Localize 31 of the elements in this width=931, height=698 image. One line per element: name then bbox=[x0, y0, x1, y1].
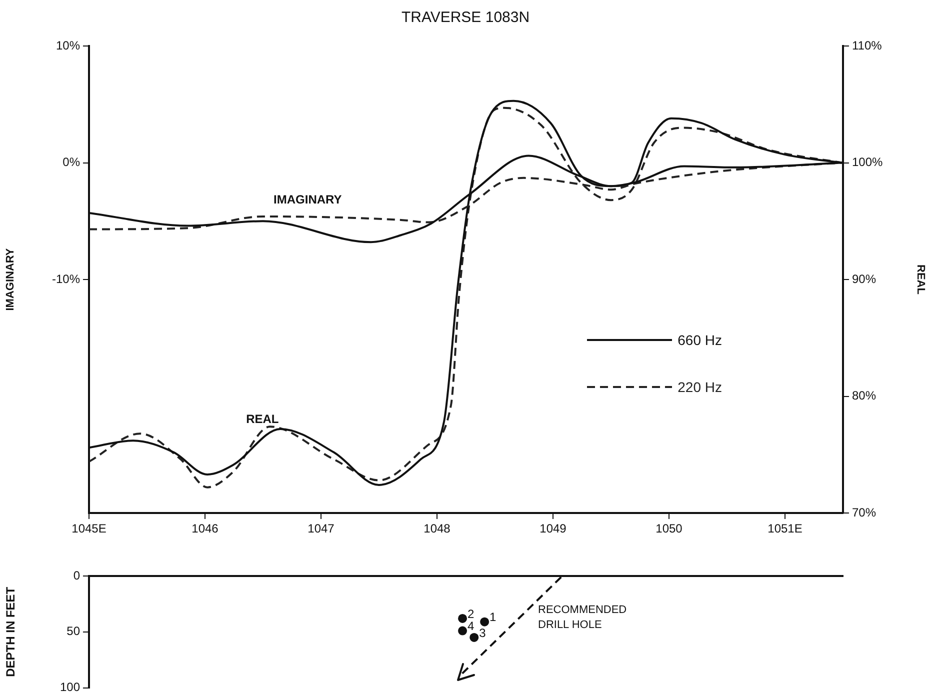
y2-axis-title: REAL bbox=[914, 264, 926, 295]
y2-tick-label: 70% bbox=[852, 505, 876, 520]
annotation: 4 bbox=[468, 619, 475, 634]
x-tick-label: 1049 bbox=[540, 522, 567, 536]
x-tick-label: 1051E bbox=[768, 522, 802, 536]
annotation: RECOMMENDED DRILL HOLE bbox=[538, 603, 628, 633]
y-tick-label: 0% bbox=[62, 155, 80, 170]
text: 220 Hz bbox=[678, 379, 722, 396]
y-tick-label: 50 bbox=[66, 624, 80, 638]
y-axis-title: DEPTH IN FEET bbox=[4, 586, 18, 677]
y-tick-label: 100 bbox=[60, 680, 80, 694]
y-axis-title: IMAGINARY bbox=[4, 248, 17, 311]
y-tick-label: -10% bbox=[52, 272, 80, 286]
annotation: REAL bbox=[246, 412, 279, 426]
chart-title: TRAVERSE 1083N bbox=[401, 9, 530, 26]
y2-tick-label: 80% bbox=[852, 388, 876, 403]
y-tick-label: 0 bbox=[73, 568, 80, 582]
y2-tick-label: 100% bbox=[852, 155, 884, 170]
x-tick-label: 1047 bbox=[308, 522, 335, 536]
x-tick-label: 1050 bbox=[656, 522, 683, 536]
x-tick-label: 1048 bbox=[424, 522, 451, 536]
annotation: 3 bbox=[479, 626, 486, 640]
y2-tick-label: 90% bbox=[852, 272, 876, 286]
y2-tick-label: 110% bbox=[852, 38, 882, 52]
text: 660 Hz bbox=[678, 332, 722, 348]
x-tick-label: 1045E bbox=[72, 522, 106, 536]
x-tick-label: 1046 bbox=[192, 522, 219, 536]
y-tick-label: 10% bbox=[56, 38, 80, 52]
annotation: 1 bbox=[490, 610, 497, 624]
annotation: IMAGINARY bbox=[274, 192, 342, 206]
annotation: 2 bbox=[468, 606, 475, 621]
